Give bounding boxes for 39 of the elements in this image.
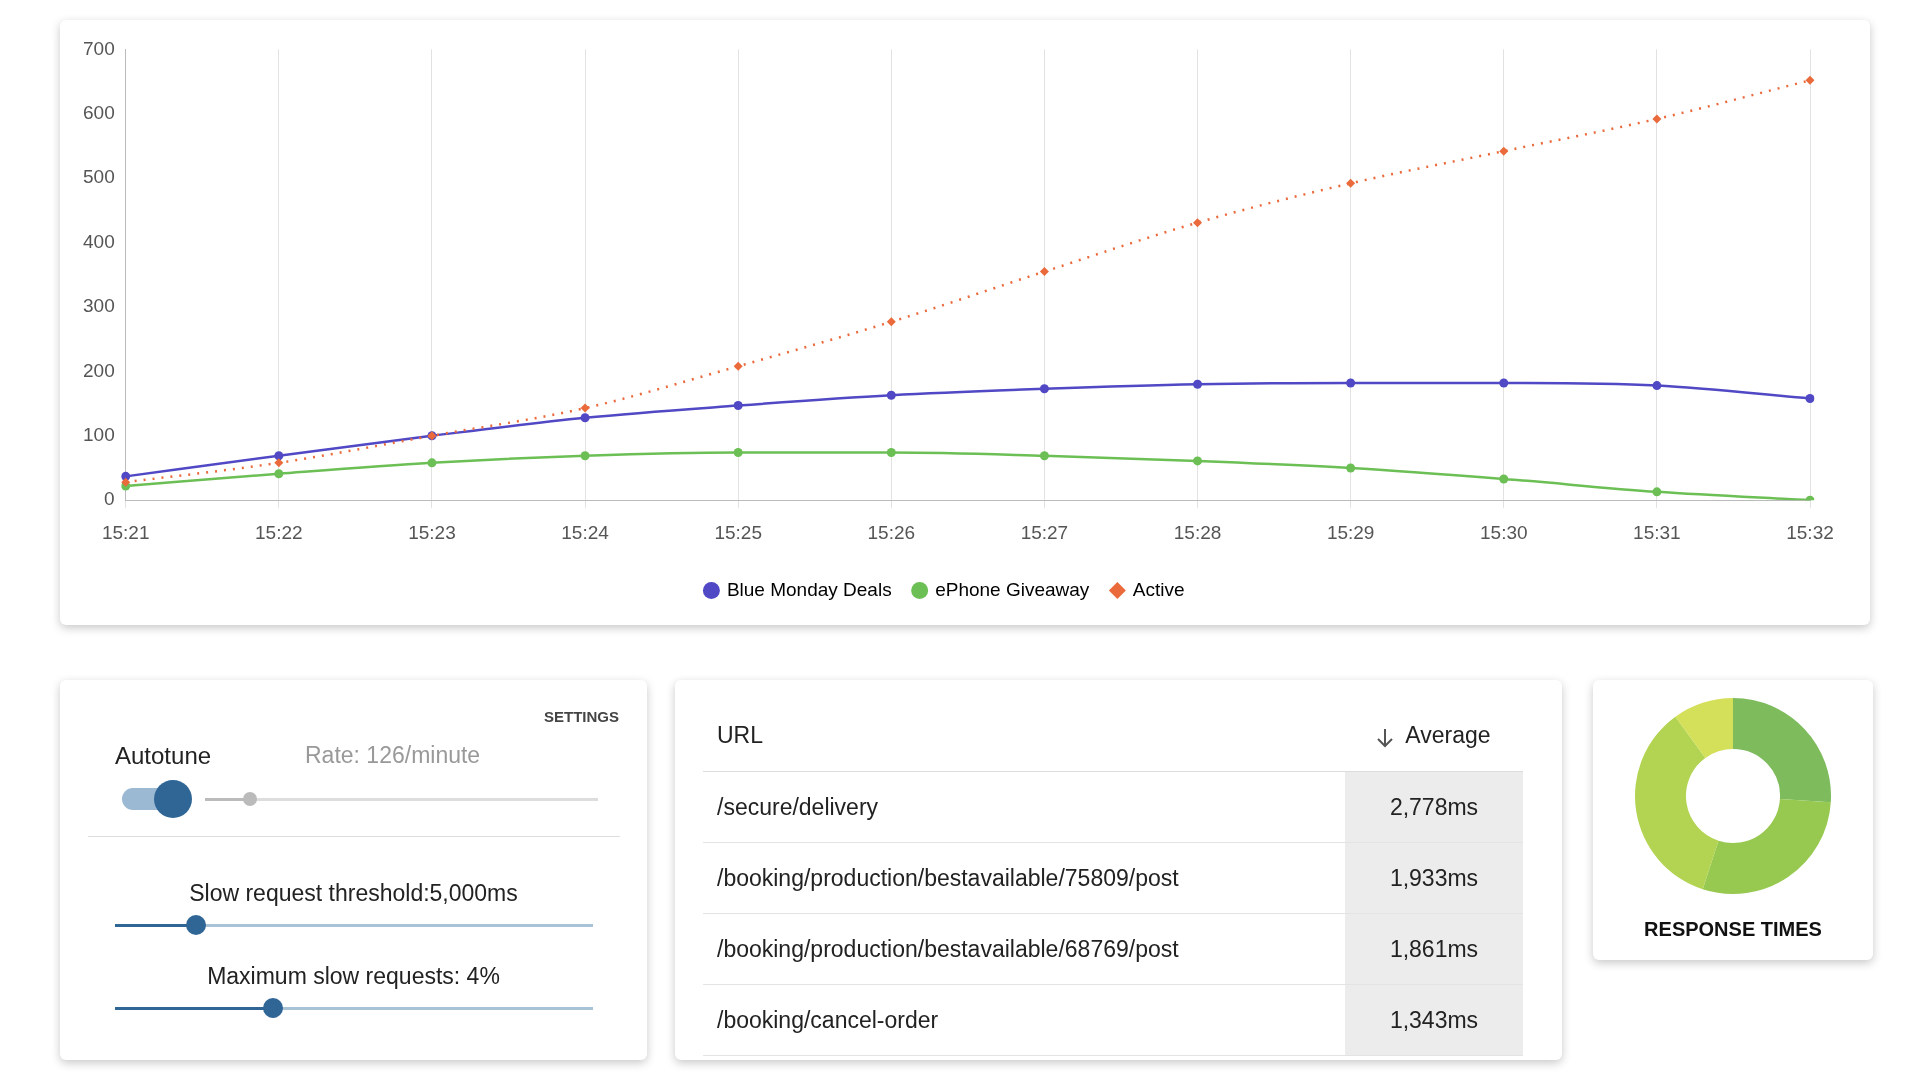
category-label: /booking/cancel-order — [703, 984, 1345, 1056]
legend-label: Active — [1132, 578, 1185, 600]
x-tick-label: 15:28 — [1173, 521, 1222, 543]
x-tick-label: 15:24 — [561, 521, 610, 543]
legend-label: Blue Monday Deals — [726, 578, 892, 600]
text: Maximum slow requests: 4% — [206, 963, 501, 990]
text: 2,778ms — [1389, 793, 1479, 820]
category-label: /secure/delivery — [703, 771, 1345, 843]
text: RESPONSE TIMES — [1644, 917, 1822, 940]
text: 1,861ms — [1389, 935, 1479, 962]
text: URL — [703, 700, 1345, 772]
text: Average — [1345, 700, 1523, 772]
y-tick-label: 0 — [104, 488, 115, 510]
text: Rate: 126/minute — [305, 742, 481, 769]
x-tick-label: 15:25 — [714, 521, 762, 543]
y-tick-label: 300 — [83, 295, 115, 317]
x-tick-label: 15:23 — [408, 521, 456, 543]
category-label: /booking/production/bestavailable/75809/post — [703, 842, 1345, 914]
text: 1,933ms — [1389, 864, 1479, 891]
text: SETTINGS — [543, 708, 619, 725]
x-tick-label: 15:32 — [1786, 521, 1834, 543]
text: Slow request threshold:5,000ms — [188, 880, 519, 907]
x-tick-label: 15:30 — [1479, 521, 1528, 543]
x-tick-label: 15:31 — [1633, 521, 1681, 543]
text: Autotune — [115, 742, 212, 770]
y-tick-label: 100 — [83, 424, 115, 446]
x-tick-label: 15:22 — [255, 521, 303, 543]
y-tick-label: 200 — [83, 359, 115, 381]
y-tick-label: 600 — [83, 102, 115, 124]
y-tick-label: 500 — [83, 166, 115, 188]
y-tick-label: 700 — [83, 37, 115, 59]
text: 1,343ms — [1389, 1006, 1479, 1033]
category-label: /booking/production/bestavailable/68769/post — [703, 913, 1345, 985]
x-tick-label: 15:26 — [867, 521, 916, 543]
x-tick-label: 15:21 — [101, 521, 150, 543]
x-tick-label: 15:27 — [1020, 521, 1069, 543]
y-tick-label: 400 — [83, 230, 115, 252]
legend-label: ePhone Giveaway — [935, 578, 1090, 600]
x-tick-label: 15:29 — [1326, 521, 1375, 543]
